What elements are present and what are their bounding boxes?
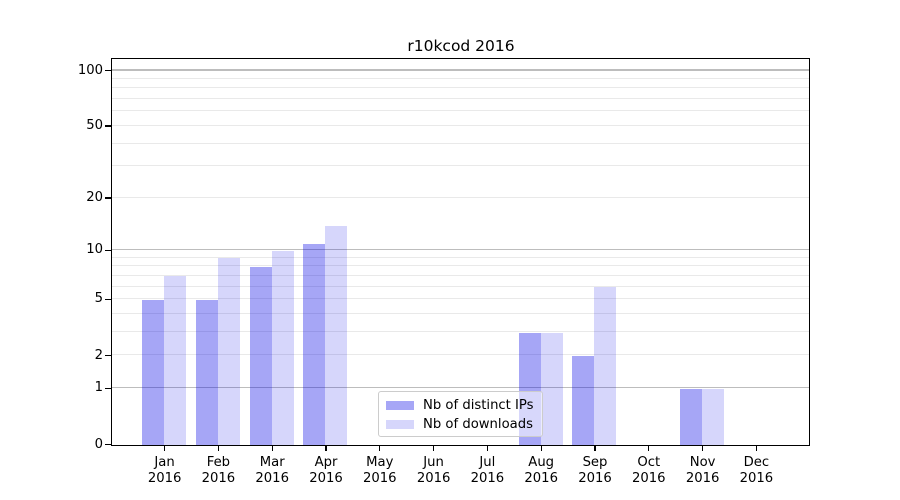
bar-downloads	[164, 276, 186, 445]
bar-distinct-ips	[303, 243, 326, 445]
legend: Nb of distinct IPs Nb of downloads	[378, 391, 543, 437]
x-tick-mark	[379, 446, 381, 451]
x-tick-mark	[163, 446, 166, 451]
x-tick-label: Jul 2016	[470, 455, 505, 486]
bar-distinct-ips	[572, 355, 595, 445]
bar-distinct-ips	[680, 388, 702, 445]
y-tick-mark	[105, 354, 111, 357]
x-tick-label: Sep 2016	[578, 455, 612, 486]
plot-area	[111, 58, 810, 446]
y-gridline-minor	[112, 298, 809, 300]
y-tick-mark	[105, 387, 111, 390]
bar-downloads	[271, 250, 294, 445]
x-tick-label: Dec 2016	[739, 455, 774, 486]
y-gridline-major	[112, 249, 809, 251]
y-tick-label: 100	[77, 62, 103, 78]
y-gridline-minor	[112, 256, 809, 258]
x-tick-label: May 2016	[363, 455, 397, 486]
y-gridline-minor	[112, 265, 809, 267]
y-tick-mark	[105, 197, 111, 199]
bar-distinct-ips	[142, 299, 164, 445]
x-tick-mark	[755, 446, 758, 451]
x-tick-mark	[432, 446, 435, 451]
y-tick-mark	[105, 443, 111, 446]
y-gridline-minor	[112, 354, 809, 356]
bar-downloads	[325, 225, 348, 445]
x-tick-label: Feb 2016	[201, 455, 236, 486]
x-tick-mark	[701, 446, 704, 451]
y-tick-mark	[105, 125, 111, 127]
chart-title: r10kcod 2016	[407, 37, 515, 55]
y-tick-mark	[105, 298, 111, 301]
y-gridline-minor	[112, 87, 809, 89]
y-gridline-major	[112, 387, 809, 389]
x-tick-label: Apr 2016	[309, 455, 343, 486]
y-gridline-minor	[112, 98, 809, 100]
x-tick-label: Jan 2016	[147, 455, 182, 486]
y-tick-mark	[105, 69, 111, 72]
y-tick-label: 1	[94, 380, 103, 396]
legend-label-downloads: Nb of downloads	[423, 417, 533, 432]
y-gridline-minor	[112, 124, 809, 126]
legend-swatch-downloads	[386, 419, 414, 430]
bar-downloads	[594, 287, 617, 445]
y-gridline-minor	[112, 331, 809, 333]
y-gridline-major	[112, 69, 809, 71]
y-gridline-minor	[112, 196, 809, 198]
y-tick-label: 20	[86, 189, 103, 205]
y-tick-label: 2	[94, 347, 103, 363]
x-tick-mark	[271, 446, 273, 451]
legend-item-downloads: Nb of downloads	[386, 415, 542, 434]
y-gridline-minor	[112, 110, 809, 112]
bar-distinct-ips	[195, 299, 218, 445]
y-tick-label: 50	[86, 117, 103, 133]
legend-label-distinct-ips: Nb of distinct IPs	[423, 398, 534, 413]
y-gridline-minor	[112, 142, 809, 144]
y-gridline-minor	[112, 274, 809, 276]
x-tick-mark	[486, 446, 489, 451]
x-tick-label: Jun 2016	[416, 455, 451, 486]
y-tick-mark	[105, 249, 111, 251]
bar-distinct-ips	[249, 266, 272, 445]
x-tick-label: Nov 2016	[685, 455, 720, 486]
y-tick-label: 5	[94, 291, 103, 307]
y-tick-label: 10	[86, 242, 103, 258]
x-tick-label: Mar 2016	[255, 455, 289, 486]
y-tick-label: 0	[94, 436, 103, 452]
x-tick-mark	[217, 446, 220, 451]
bar-downloads	[217, 258, 240, 445]
legend-swatch-distinct-ips	[386, 400, 414, 411]
y-gridline-minor	[112, 285, 809, 287]
x-tick-mark	[540, 446, 542, 451]
x-tick-label: Aug 2016	[524, 455, 558, 486]
legend-item-distinct-ips: Nb of distinct IPs	[386, 396, 542, 415]
bar-downloads	[540, 332, 563, 445]
x-tick-mark	[325, 446, 327, 451]
y-gridline-minor	[112, 165, 809, 167]
x-tick-mark	[648, 446, 650, 451]
x-tick-mark	[594, 446, 596, 451]
bar-downloads	[702, 388, 724, 445]
y-gridline-minor	[112, 77, 809, 79]
y-gridline-minor	[112, 313, 809, 315]
x-tick-label: Oct 2016	[632, 455, 666, 486]
